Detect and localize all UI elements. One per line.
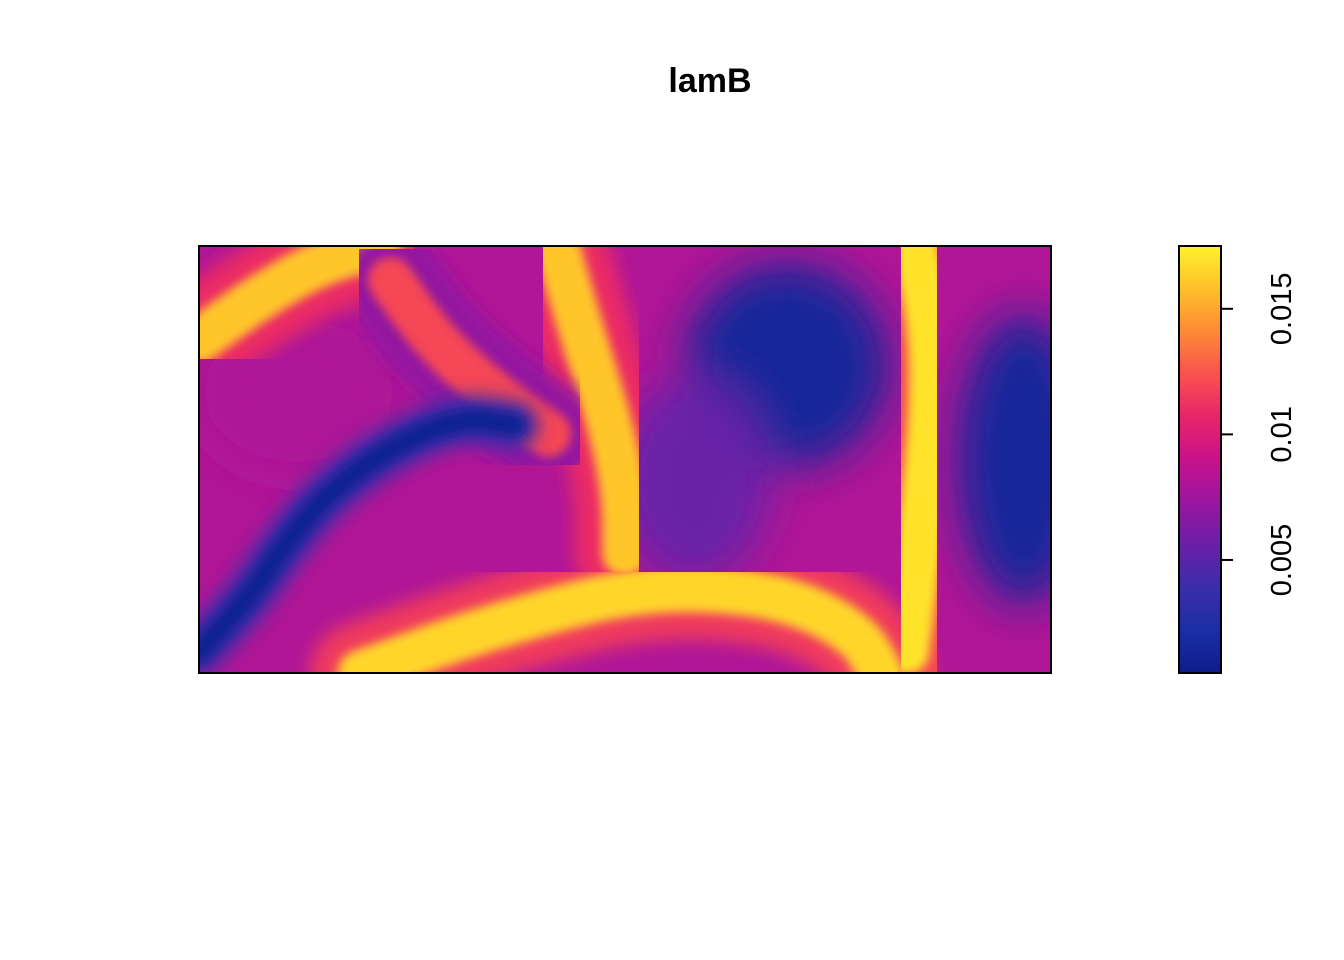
heatmap-band (337, 566, 904, 673)
colorbar-frame (1178, 245, 1222, 674)
heatmap-band (199, 246, 401, 363)
colorbar: 0.005 0.01 0.015 (1178, 245, 1298, 674)
heatmap-band (883, 246, 955, 673)
colorbar-tick-label: 0.005 (1266, 524, 1298, 597)
colorbar-tick-label: 0.01 (1266, 406, 1298, 462)
colorbar-ticks: 0.005 0.01 0.015 (1221, 273, 1298, 597)
plot-area (198, 245, 1052, 674)
colorbar-tick-label: 0.015 (1266, 273, 1298, 346)
plot-frame (198, 245, 1052, 674)
heatmap-band (367, 257, 572, 457)
heatmap-band (199, 409, 526, 663)
colorbar-gradient (1179, 246, 1221, 673)
chart-title: lamB (668, 62, 751, 100)
heatmap-bands (199, 246, 983, 673)
heatmap-band (533, 246, 648, 577)
